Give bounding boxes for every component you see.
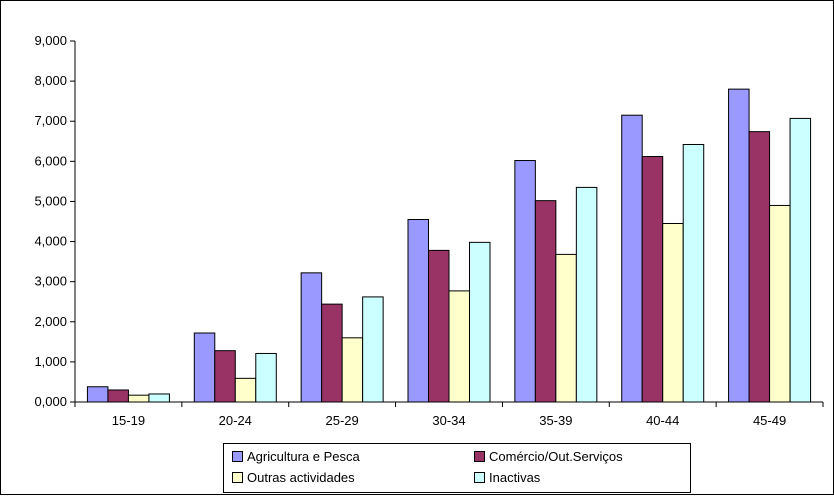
- bar: [127, 394, 150, 403]
- x-tick-label: 25-29: [326, 413, 359, 428]
- legend-label-comercio: Comércio/Out.Serviços: [489, 449, 623, 464]
- bar: [789, 117, 812, 403]
- y-tick-label: 1,000: [34, 354, 67, 369]
- bar: [769, 204, 791, 403]
- bar: [341, 337, 364, 403]
- bar: [514, 160, 536, 403]
- legend: Agricultura e Pesca Comércio/Out.Serviço…: [223, 443, 691, 493]
- bar: [193, 332, 216, 403]
- bar: [362, 296, 384, 403]
- bar: [748, 131, 771, 403]
- bar: [682, 143, 705, 403]
- x-tick-label: 30-34: [432, 413, 465, 428]
- bar: [214, 350, 236, 403]
- bar: [641, 156, 664, 403]
- bar: [555, 253, 577, 403]
- y-tick-label: 0,000: [34, 394, 67, 409]
- bars: [86, 88, 812, 403]
- bar: [321, 303, 343, 403]
- bar: [300, 272, 323, 403]
- x-tick-label: 15-19: [112, 413, 145, 428]
- axes: 0,000 1,000 2,000 3,000 4,000 5,000 6,000 7,000…: [34, 33, 824, 428]
- legend-item-comercio: Comércio/Out.Serviços: [474, 449, 623, 464]
- x-tick-label: 40-44: [646, 413, 679, 428]
- legend-swatch-comercio: [474, 451, 485, 462]
- bar: [728, 88, 750, 403]
- y-tick-label: 2,000: [34, 314, 67, 329]
- bar: [534, 200, 557, 403]
- x-tick-label: 20-24: [219, 413, 252, 428]
- legend-swatch-inactivas: [474, 472, 485, 483]
- y-tick-label: 8,000: [34, 73, 67, 88]
- legend-label-inactivas: Inactivas: [489, 470, 541, 485]
- legend-item-agricultura: Agricultura e Pesca: [232, 449, 360, 464]
- legend-item-outras: Outras actividades: [232, 470, 355, 485]
- bar: [621, 114, 643, 403]
- y-tick-label: 7,000: [34, 113, 67, 128]
- bar: [407, 218, 429, 403]
- bar: [448, 290, 470, 403]
- bar: [428, 249, 450, 403]
- bar: [469, 241, 491, 403]
- legend-label-outras: Outras actividades: [247, 470, 355, 485]
- y-tick-label: 4,000: [34, 234, 67, 249]
- bar: [107, 389, 129, 403]
- bar: [662, 223, 684, 403]
- legend-label-agricultura: Agricultura e Pesca: [247, 449, 360, 464]
- bar: [234, 377, 257, 403]
- bar: [575, 186, 598, 403]
- x-tick-label: 35-39: [539, 413, 572, 428]
- y-tick-label: 9,000: [34, 33, 67, 48]
- legend-swatch-agricultura: [232, 451, 243, 462]
- y-tick-label: 3,000: [34, 274, 67, 289]
- bar: [148, 393, 170, 403]
- bar: [86, 386, 109, 403]
- legend-item-inactivas: Inactivas: [474, 470, 540, 485]
- y-tick-label: 5,000: [34, 193, 67, 208]
- bar: [255, 352, 277, 403]
- x-tick-label: 45-49: [753, 413, 786, 428]
- legend-swatch-outras: [232, 472, 243, 483]
- y-tick-label: 6,000: [34, 153, 67, 168]
